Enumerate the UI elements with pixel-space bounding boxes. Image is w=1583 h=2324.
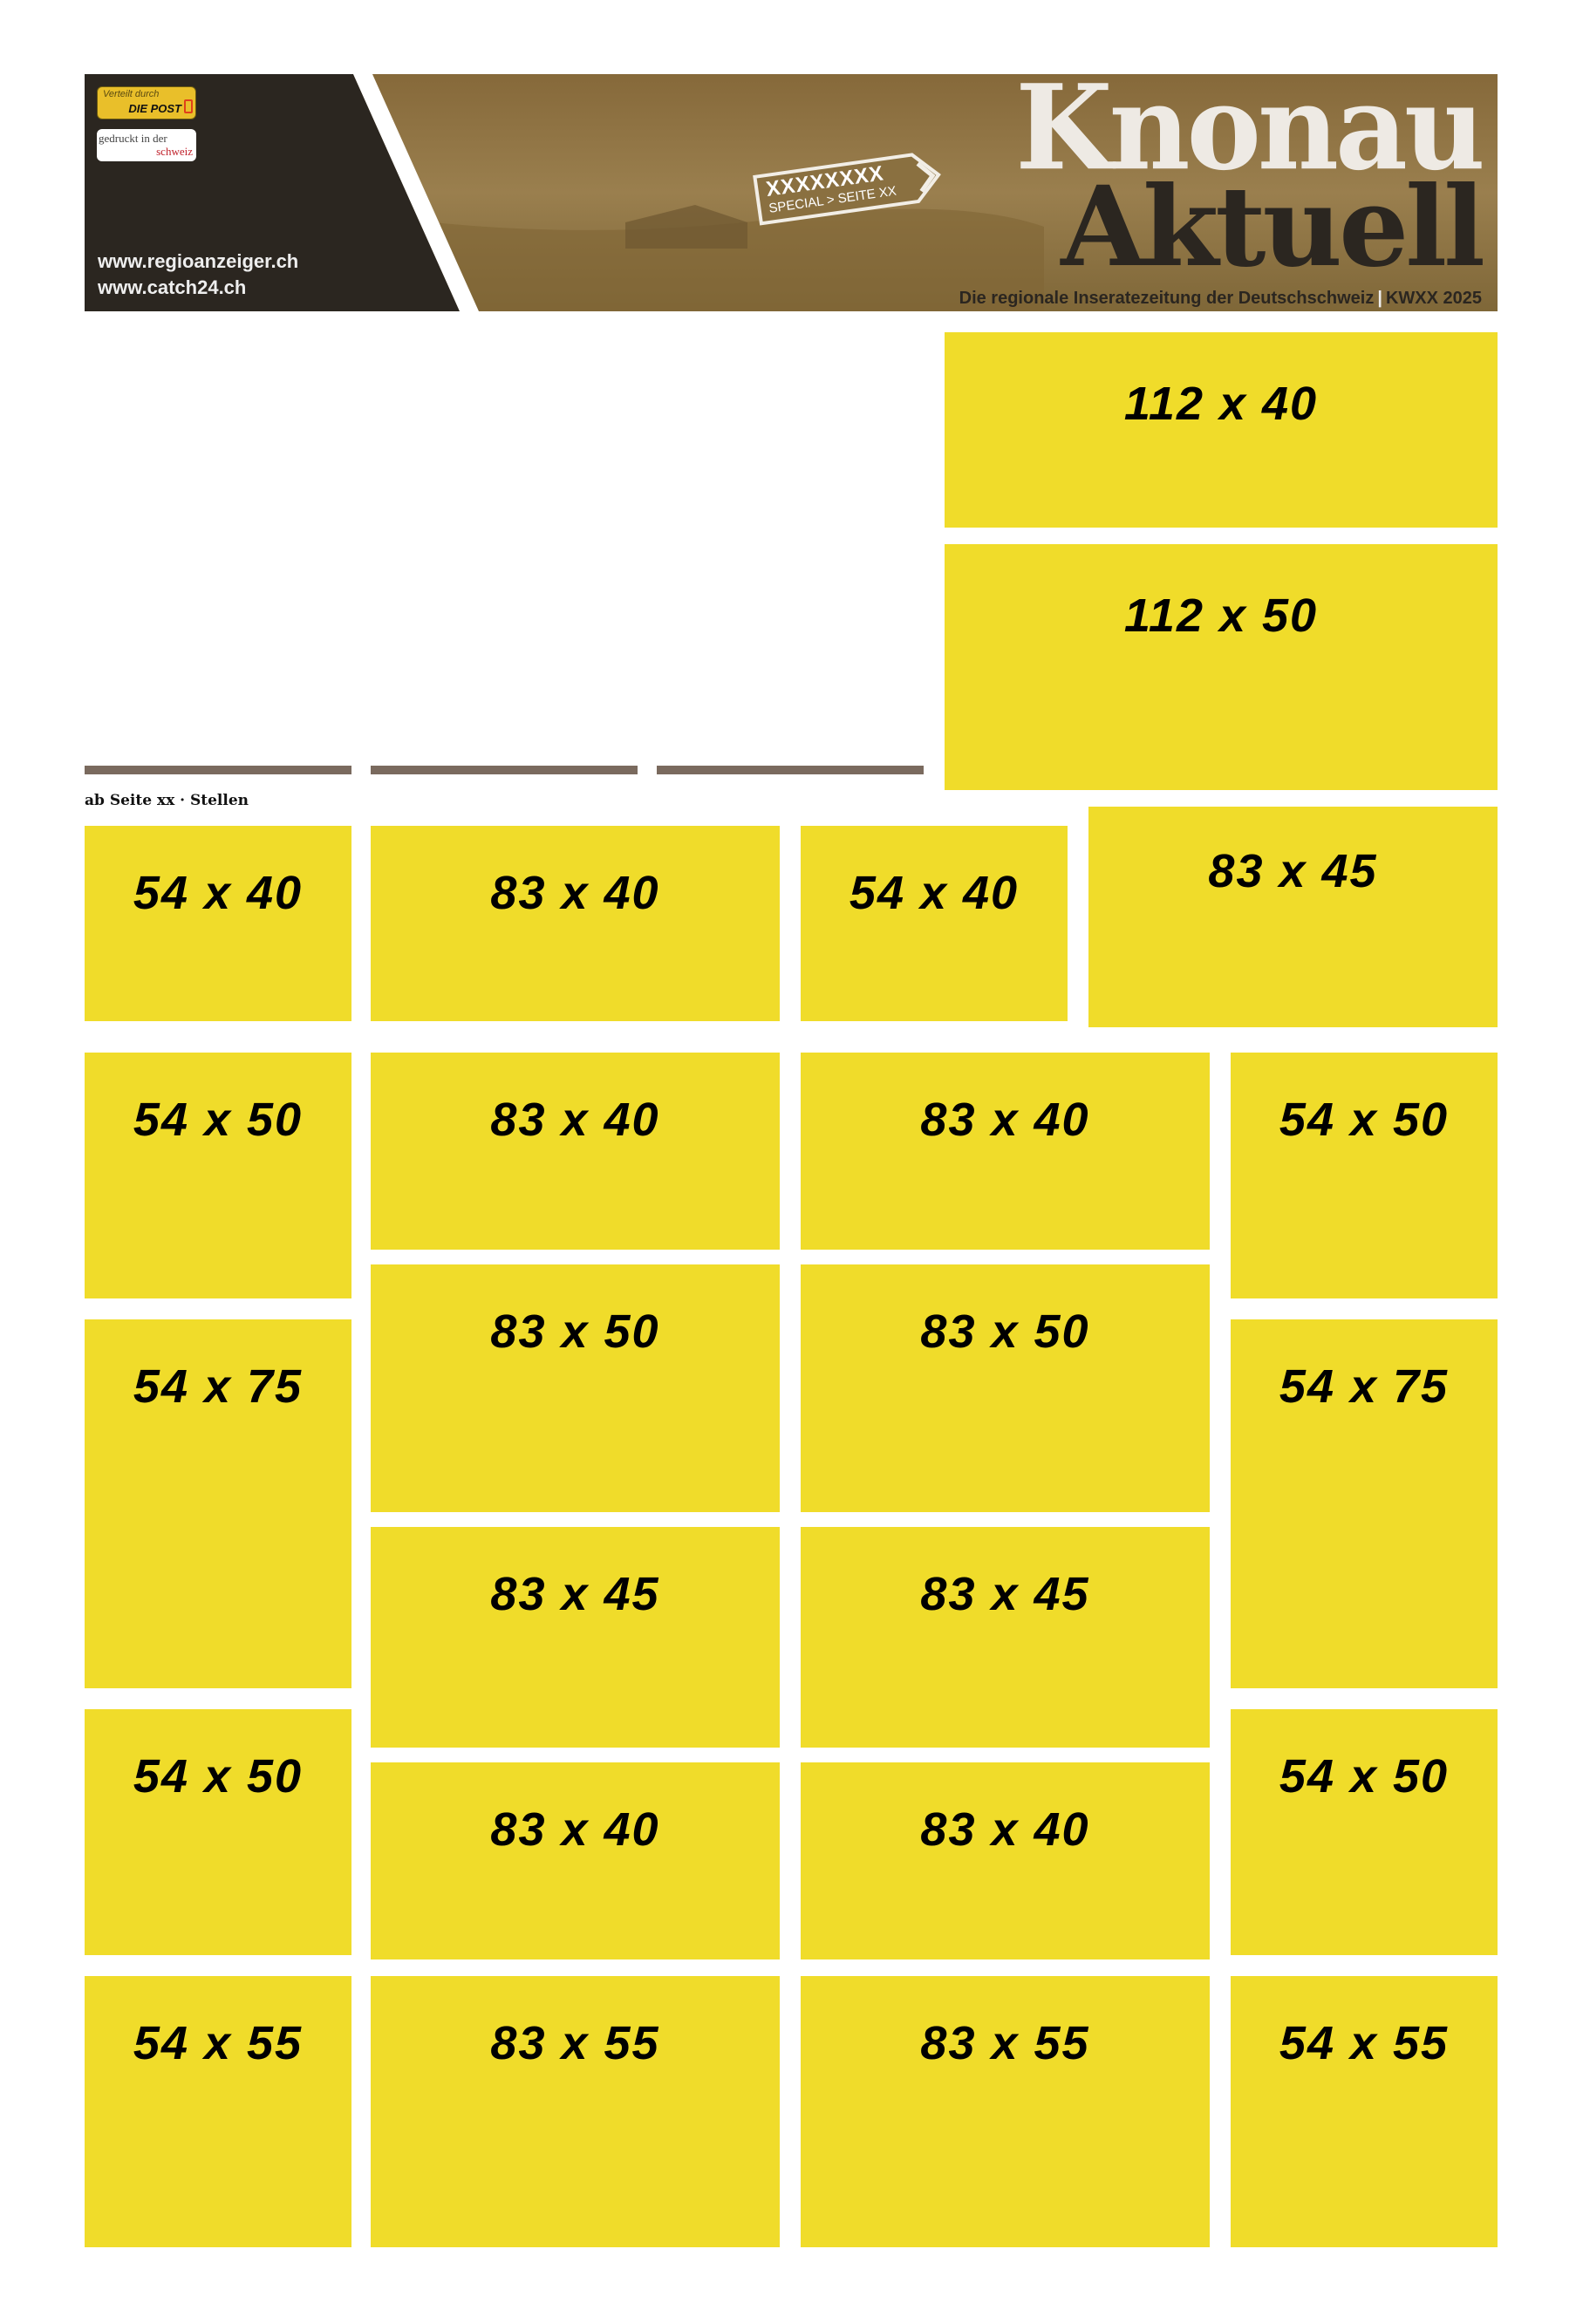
ad-slot[interactable]: 83 x 45 [801,1527,1210,1748]
ad-slot[interactable]: 83 x 50 [801,1264,1210,1512]
ad-slot[interactable]: 54 x 75 [85,1319,351,1688]
section-label: ab Seite xx · Stellen [85,792,249,809]
ad-slot[interactable]: 54 x 40 [801,826,1068,1021]
ad-slot[interactable]: 54 x 50 [85,1709,351,1955]
ad-slot[interactable]: 83 x 40 [371,1762,780,1959]
ad-slot[interactable]: 83 x 40 [371,826,780,1021]
ad-slot[interactable]: 83 x 40 [801,1053,1210,1250]
special-section-sign: XXXXXXXX SPECIAL > SEITE XX [752,148,945,226]
column-divider [85,766,351,774]
masthead: Verteilt durch DIE POST gedruckt in der … [85,70,1498,311]
ad-slot[interactable]: 54 x 50 [1231,1709,1498,1955]
ad-slot[interactable]: 54 x 50 [85,1053,351,1298]
ad-slot[interactable]: 54 x 40 [85,826,351,1021]
ad-slot[interactable]: 83 x 45 [1088,807,1498,1027]
ad-slot[interactable]: 83 x 45 [371,1527,780,1748]
ad-slot[interactable]: 54 x 75 [1231,1319,1498,1688]
masthead-tagline: Die regionale Inseratezeitung der Deutsc… [959,289,1482,308]
die-post-badge: Verteilt durch DIE POST [97,86,196,119]
column-divider [371,766,638,774]
website-links: www.regioanzeiger.ch www.catch24.ch [98,249,298,301]
ad-slot[interactable]: 54 x 55 [1231,1976,1498,2247]
masthead-title-knonau: Knonau [1015,59,1485,197]
masthead-background [85,74,1498,311]
column-divider [657,766,924,774]
arrow-sign-icon [753,153,941,226]
ad-slot[interactable]: 83 x 55 [371,1976,780,2247]
ad-slot[interactable]: 83 x 40 [371,1053,780,1250]
url-regioanzeiger[interactable]: www.regioanzeiger.ch [98,250,299,272]
swiss-cross-icon [184,99,193,113]
ad-slot[interactable]: 112 x 50 [945,544,1498,790]
ad-slot[interactable]: 54 x 50 [1231,1053,1498,1298]
ad-slot[interactable]: 83 x 40 [801,1762,1210,1959]
ad-slot[interactable]: 83 x 50 [371,1264,780,1512]
ad-slot[interactable]: 112 x 40 [945,332,1498,528]
ad-slot[interactable]: 83 x 55 [801,1976,1210,2247]
masthead-title-aktuell: Aktuell [1061,162,1485,291]
url-catch24[interactable]: www.catch24.ch [98,276,247,298]
printed-in-switzerland-badge: gedruckt in der schweiz [97,129,196,161]
edition: KWXX 2025 [1385,289,1482,308]
ad-slot[interactable]: 54 x 55 [85,1976,351,2247]
